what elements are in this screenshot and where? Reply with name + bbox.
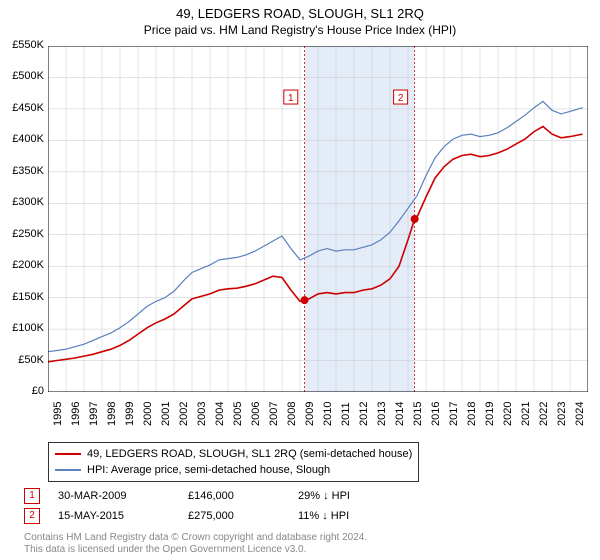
footer-line-1: Contains HM Land Registry data © Crown c…	[24, 532, 367, 544]
x-tick-label: 2009	[304, 402, 316, 426]
x-tick-label: 2012	[358, 402, 370, 426]
svg-text:2: 2	[398, 93, 404, 104]
event-delta: 29% ↓ HPI	[298, 486, 350, 506]
event-date: 30-MAR-2009	[58, 486, 188, 506]
x-tick-label: 2003	[196, 402, 208, 426]
legend-item: 49, LEDGERS ROAD, SLOUGH, SL1 2RQ (semi-…	[55, 446, 412, 462]
x-tick-label: 1996	[70, 402, 82, 426]
x-tick-label: 2017	[448, 402, 460, 426]
sale-event-row: 1 30-MAR-2009£146,00029% ↓ HPI	[24, 486, 350, 506]
sale-events-table: 1 30-MAR-2009£146,00029% ↓ HPI 2 15-MAY-201…	[24, 486, 350, 526]
x-tick-label: 2022	[538, 402, 550, 426]
legend-swatch	[55, 469, 81, 471]
legend-label: HPI: Average price, semi-detached house,…	[87, 462, 330, 478]
y-tick-label: £250K	[0, 228, 44, 240]
x-tick-label: 2005	[232, 402, 244, 426]
x-tick-label: 2019	[484, 402, 496, 426]
legend-label: 49, LEDGERS ROAD, SLOUGH, SL1 2RQ (semi-…	[87, 446, 412, 462]
footer-line-2: This data is licensed under the Open Gov…	[24, 544, 367, 556]
y-tick-label: £0	[0, 385, 44, 397]
legend-item: HPI: Average price, semi-detached house,…	[55, 462, 412, 478]
y-tick-label: £50K	[0, 354, 44, 366]
x-tick-label: 2015	[412, 402, 424, 426]
x-tick-label: 2013	[376, 402, 388, 426]
event-date: 15-MAY-2015	[58, 506, 188, 526]
event-price: £146,000	[188, 486, 298, 506]
chart-svg: 12	[48, 46, 588, 392]
x-tick-label: 2014	[394, 402, 406, 426]
x-tick-label: 2006	[250, 402, 262, 426]
x-tick-label: 2024	[574, 402, 586, 426]
x-tick-label: 2010	[322, 402, 334, 426]
x-tick-label: 2020	[502, 402, 514, 426]
y-tick-label: £150K	[0, 291, 44, 303]
x-tick-label: 2008	[286, 402, 298, 426]
chart-title: 49, LEDGERS ROAD, SLOUGH, SL1 2RQ	[0, 6, 600, 21]
legend: 49, LEDGERS ROAD, SLOUGH, SL1 2RQ (semi-…	[48, 442, 419, 482]
x-tick-label: 2011	[340, 402, 352, 426]
event-number-icon: 2	[24, 508, 40, 524]
x-tick-label: 2016	[430, 402, 442, 426]
svg-text:1: 1	[288, 93, 294, 104]
event-number-icon: 1	[24, 488, 40, 504]
x-tick-label: 2018	[466, 402, 478, 426]
x-tick-label: 2002	[178, 402, 190, 426]
y-tick-label: £100K	[0, 322, 44, 334]
legend-swatch	[55, 453, 81, 455]
x-tick-label: 2000	[142, 402, 154, 426]
x-tick-label: 2023	[556, 402, 568, 426]
x-tick-label: 2001	[160, 402, 172, 426]
y-tick-label: £200K	[0, 259, 44, 271]
y-tick-label: £500K	[0, 70, 44, 82]
event-delta: 11% ↓ HPI	[298, 506, 350, 526]
event-price: £275,000	[188, 506, 298, 526]
sale-event-row: 2 15-MAY-2015£275,00011% ↓ HPI	[24, 506, 350, 526]
y-tick-label: £400K	[0, 133, 44, 145]
chart-area: 12	[48, 46, 588, 392]
x-tick-label: 2004	[214, 402, 226, 426]
x-tick-label: 1995	[52, 402, 64, 426]
x-tick-label: 1999	[124, 402, 136, 426]
x-tick-label: 2021	[520, 402, 532, 426]
chart-subtitle: Price paid vs. HM Land Registry's House …	[0, 23, 600, 37]
y-tick-label: £350K	[0, 165, 44, 177]
x-tick-label: 1998	[106, 402, 118, 426]
y-tick-label: £450K	[0, 102, 44, 114]
y-tick-label: £550K	[0, 39, 44, 51]
x-tick-label: 1997	[88, 402, 100, 426]
footer-attribution: Contains HM Land Registry data © Crown c…	[24, 532, 367, 556]
x-tick-label: 2007	[268, 402, 280, 426]
y-tick-label: £300K	[0, 196, 44, 208]
